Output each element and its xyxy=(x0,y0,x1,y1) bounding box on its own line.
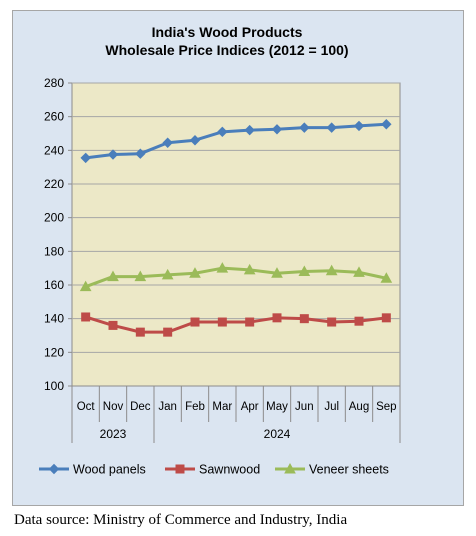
legend-label: Wood panels xyxy=(73,463,146,477)
chart-title-line-1: India's Wood Products xyxy=(152,24,303,40)
x-category-label: Aug xyxy=(349,401,369,413)
x-category-label: Nov xyxy=(103,401,124,413)
x-category-label: Sep xyxy=(376,401,396,413)
y-tick-label: 200 xyxy=(44,211,64,225)
data-point xyxy=(353,120,365,132)
data-point xyxy=(79,280,92,292)
legend-item: Wood panels xyxy=(39,463,146,477)
legend: Wood panels Sawnwood Veneer sheets xyxy=(39,463,389,477)
x-category-label: Jan xyxy=(158,401,177,413)
series-line xyxy=(85,266,387,289)
line-chart: India's Wood Products Wholesale Price In… xyxy=(39,24,401,477)
data-point xyxy=(327,317,337,327)
series-veneer-sheets xyxy=(79,262,393,292)
data-point xyxy=(381,313,391,323)
data-point xyxy=(217,317,227,327)
data-point xyxy=(216,262,229,273)
data-point xyxy=(244,124,255,136)
data-point xyxy=(299,122,310,133)
y-tick-label: 180 xyxy=(44,244,64,258)
plot-area xyxy=(71,82,401,387)
legend-swatch-marker xyxy=(48,463,60,475)
x-year-label: 2024 xyxy=(264,427,291,441)
x-category-label: Jun xyxy=(295,401,314,413)
data-point xyxy=(80,152,91,164)
x-axis-categories: Oct Nov Dec Jan Feb Mar Apr May Jun Jul Aug Sep 2023… xyxy=(71,386,401,443)
y-tick-label: 240 xyxy=(44,143,64,157)
legend-item: Veneer sheets xyxy=(275,463,389,477)
y-tick-label: 160 xyxy=(44,278,64,292)
y-axis-ticks: 100 120 140 160 180 200 220 240 260 280 xyxy=(44,76,72,393)
data-point xyxy=(107,149,119,160)
data-point xyxy=(134,270,147,282)
data-point xyxy=(135,148,146,159)
legend-swatch-marker xyxy=(175,464,185,474)
x-category-label: Apr xyxy=(241,401,259,413)
x-category-label: Mar xyxy=(212,401,232,413)
data-point xyxy=(243,263,256,275)
legend-label: Veneer sheets xyxy=(309,463,389,477)
y-tick-label: 140 xyxy=(44,312,64,326)
x-year-label: 2023 xyxy=(100,427,127,441)
data-point xyxy=(161,268,174,280)
legend-label: Sawnwood xyxy=(199,463,260,477)
data-point xyxy=(298,265,311,277)
series-layer xyxy=(79,119,393,337)
legend-item: Sawnwood xyxy=(165,463,260,477)
chart-frame: India's Wood Products Wholesale Price In… xyxy=(12,10,464,506)
data-point xyxy=(217,126,228,138)
data-point xyxy=(135,327,145,337)
data-point xyxy=(271,124,283,135)
data-point xyxy=(162,137,173,148)
data-point xyxy=(381,119,392,130)
data-point xyxy=(189,135,201,146)
series-sawnwood xyxy=(81,312,391,337)
data-point xyxy=(354,316,364,326)
data-point xyxy=(245,317,255,327)
grid-lines xyxy=(72,82,400,353)
x-category-label: Oct xyxy=(77,401,96,413)
y-tick-label: 220 xyxy=(44,177,64,191)
data-point xyxy=(190,317,200,327)
data-point xyxy=(380,272,393,283)
data-point xyxy=(353,266,365,277)
y-tick-label: 260 xyxy=(44,110,64,124)
data-point xyxy=(163,327,173,337)
series-wood-panels xyxy=(80,119,392,164)
y-tick-label: 280 xyxy=(44,76,64,90)
data-point xyxy=(272,313,282,323)
data-point xyxy=(189,267,201,278)
x-category-label: Feb xyxy=(185,401,205,413)
y-tick-label: 100 xyxy=(44,379,64,393)
data-point xyxy=(271,267,283,278)
data-source-note: Data source: Ministry of Commerce and In… xyxy=(14,512,348,528)
x-category-label: May xyxy=(266,401,288,413)
legend-swatch-marker xyxy=(284,462,296,474)
y-tick-label: 120 xyxy=(44,345,64,359)
x-category-label: Jul xyxy=(324,401,339,413)
data-point xyxy=(108,320,118,330)
data-point xyxy=(299,314,309,324)
chart-title-line-2: Wholesale Price Indices (2012 = 100) xyxy=(105,42,348,58)
data-point xyxy=(107,270,119,282)
data-point xyxy=(81,312,91,322)
data-point xyxy=(326,122,337,133)
data-point xyxy=(325,264,338,276)
x-category-label: Dec xyxy=(130,401,151,413)
series-line xyxy=(85,315,387,334)
